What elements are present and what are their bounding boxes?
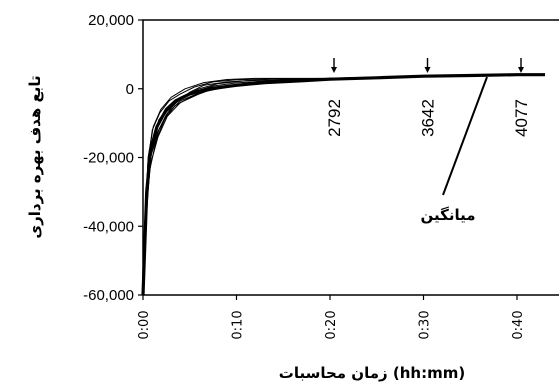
plot-area [142,19,559,296]
mean-label: میانگین [420,206,475,224]
series-line-run [142,74,546,296]
series-line-run [142,74,546,296]
annotations: 2792 3642 4077 [325,58,531,137]
series-line-run [142,74,546,296]
x-tick-label: 0:00 [137,310,152,339]
series-line-run [142,74,546,296]
y-tick-label: -60,000 [83,287,134,304]
x-tick-label: 0:30 [418,310,433,339]
y-tick-label: -20,000 [83,150,134,167]
y-axis: 20,000 0 -20,000 -40,000 -60,000 [83,12,143,304]
y-axis-title: تابع هدف بهره برداری [26,75,44,238]
series-line-run [142,74,546,296]
annotation-label: 2792 [325,99,344,137]
x-axis-title: زمان محاسبات (hh:mm) [279,364,465,382]
series-group [141,73,546,296]
mean-pointer-line [442,76,488,196]
x-tick-label: 0:20 [324,310,339,339]
series-line-mean [141,73,545,296]
x-axis: 0:00 0:10 0:20 0:30 0:40 [137,295,526,340]
y-tick-label: 20,000 [88,12,134,29]
annotation-arrowhead [424,67,431,73]
x-tick-label: 0:40 [511,310,526,339]
annotation-label: 4077 [512,99,531,137]
annotation-arrowhead [518,67,524,73]
x-tick-label: 0:10 [231,310,246,339]
annotation-arrowhead [331,67,337,73]
y-tick-label: 0 [126,81,134,98]
y-tick-label: -40,000 [83,218,134,235]
series-line-run [142,74,546,296]
series-line-run [142,74,546,296]
series-line-run [142,74,546,296]
annotation-label: 3642 [419,99,438,137]
